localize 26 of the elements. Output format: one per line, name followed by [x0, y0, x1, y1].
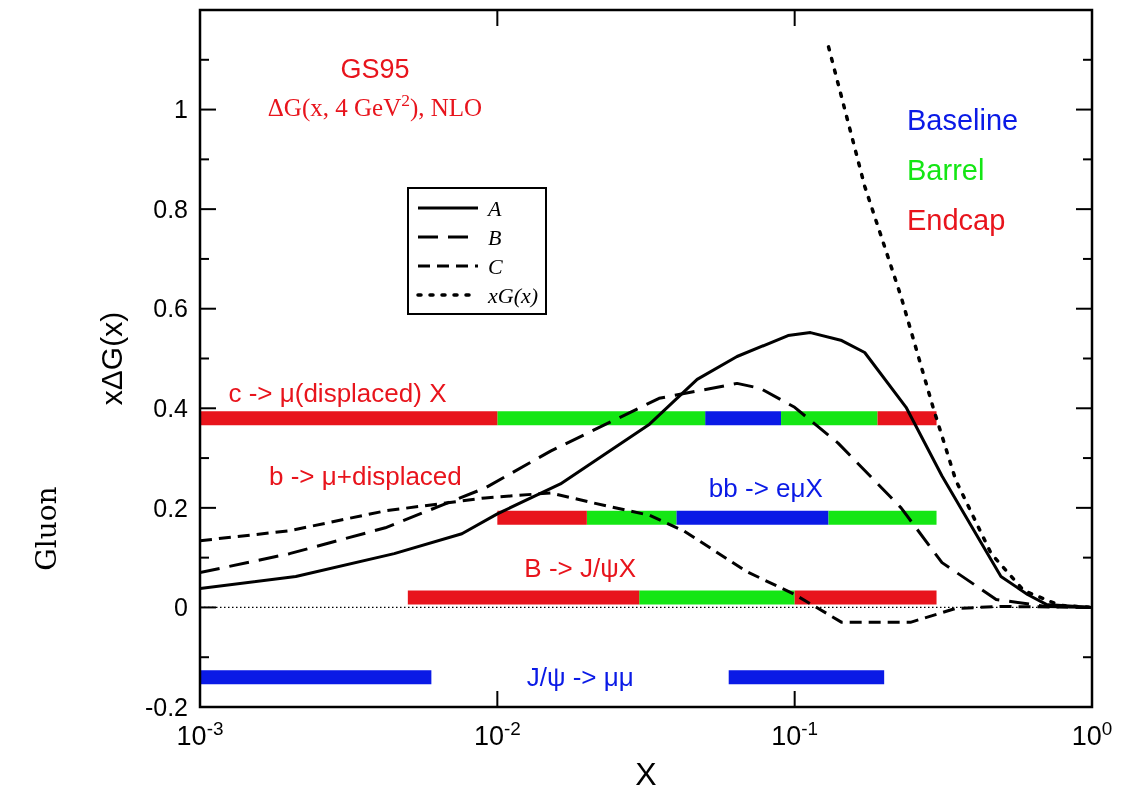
legend-label: A — [486, 195, 502, 221]
text: Gluon — [30, 486, 63, 571]
y-tick-label: 1 — [174, 95, 188, 124]
annotation: J/ψ -> μμ — [526, 662, 634, 693]
text: Barrel — [907, 154, 985, 187]
y-tick-label: 0.4 — [153, 394, 189, 423]
text: GS95 — [340, 54, 410, 84]
x-axis-title: X — [635, 756, 657, 792]
annotation: c -> μ(displaced) X — [228, 378, 447, 409]
y-axis-title: xΔG(x) — [95, 311, 128, 406]
annotation: b -> μ+displaced — [269, 461, 462, 492]
annotation: bb -> eμX — [708, 473, 823, 504]
text: Baseline — [907, 104, 1019, 137]
text: ΔG(x, 4 GeV$^{2}$), NLO — [267, 90, 483, 122]
legend-label: xG(x) — [487, 282, 539, 308]
legend-label: C — [488, 253, 503, 279]
y-tick-label: 0.2 — [153, 493, 188, 522]
legend-label: B — [488, 224, 502, 250]
y-tick-label: 0.8 — [153, 194, 188, 223]
y-tick-label: 0.6 — [153, 294, 188, 323]
y-tick-label: 0 — [174, 593, 188, 622]
x-tick-label: 10$^{-1}$ — [771, 717, 819, 751]
annotation: B -> J/ψX — [524, 552, 637, 583]
x-tick-label: 10$^{0}$ — [1071, 717, 1113, 751]
x-tick-label: 10$^{-2}$ — [473, 717, 521, 751]
text: Endcap — [907, 204, 1006, 237]
